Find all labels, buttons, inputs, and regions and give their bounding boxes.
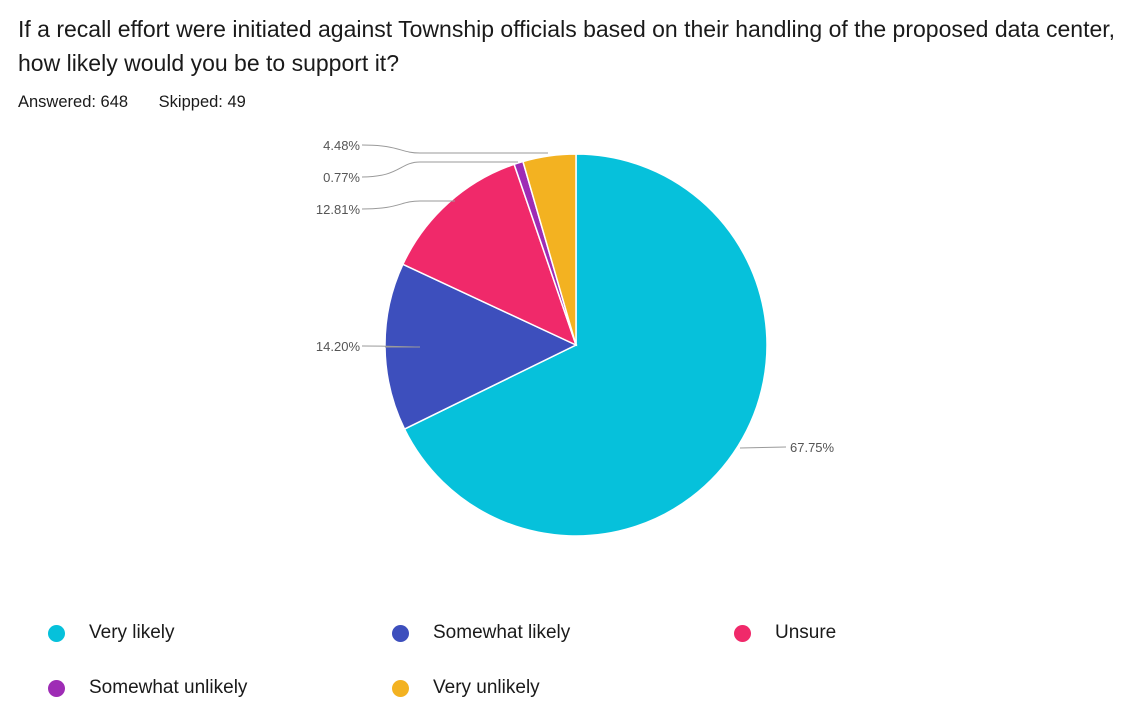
pie-slice-unsure[interactable] — [401, 163, 578, 347]
pie-slice-very-unlikely[interactable] — [522, 153, 577, 346]
leader-line-very-unlikely — [361, 144, 548, 154]
data-label-somewhat-unlikely: 0.77% — [323, 170, 360, 185]
legend-item-somewhat-unlikely[interactable]: Somewhat unlikely — [48, 671, 247, 705]
legend-item-somewhat-likely[interactable]: Somewhat likely — [392, 616, 570, 650]
legend-swatch-somewhat-unlikely — [48, 679, 65, 697]
leader-line-very-likely — [739, 446, 787, 449]
legend-label-very-likely: Very likely — [89, 622, 175, 643]
legend-label-very-unlikely: Very unlikely — [433, 677, 540, 698]
pie-chart: 67.75% 14.20% 12.81% 0.77% 4.48% — [316, 138, 835, 537]
leader-line-unsure — [361, 200, 455, 210]
pie-slice-very-likely[interactable] — [403, 153, 768, 537]
data-label-somewhat-likely: 14.20% — [316, 339, 361, 354]
leader-line-somewhat-unlikely — [361, 161, 518, 178]
legend-swatch-unsure — [734, 624, 751, 642]
response-stats: Answered: 648 Skipped: 49 — [18, 93, 272, 112]
legend-item-unsure[interactable]: Unsure — [734, 616, 836, 650]
chart-legend: Very likely Somewhat likely Unsure Somew… — [0, 608, 1138, 718]
legend-item-very-unlikely[interactable]: Very unlikely — [392, 671, 540, 705]
legend-swatch-very-unlikely — [392, 679, 409, 697]
answered-count: Answered: 648 — [18, 93, 129, 111]
data-label-unsure: 12.81% — [316, 202, 361, 217]
legend-swatch-somewhat-likely — [392, 624, 409, 642]
question-title: If a recall effort were initiated agains… — [18, 16, 1116, 76]
leader-line-somewhat-likely — [361, 345, 421, 348]
data-label-very-likely: 67.75% — [790, 440, 835, 455]
skipped-count: Skipped: 49 — [158, 93, 246, 111]
legend-label-somewhat-unlikely: Somewhat unlikely — [89, 677, 248, 698]
legend-item-very-likely[interactable]: Very likely — [48, 616, 175, 650]
data-label-very-unlikely: 4.48% — [323, 138, 360, 153]
legend-label-somewhat-likely: Somewhat likely — [433, 622, 571, 643]
legend-swatch-very-likely — [48, 624, 65, 642]
legend-label-unsure: Unsure — [775, 622, 837, 643]
